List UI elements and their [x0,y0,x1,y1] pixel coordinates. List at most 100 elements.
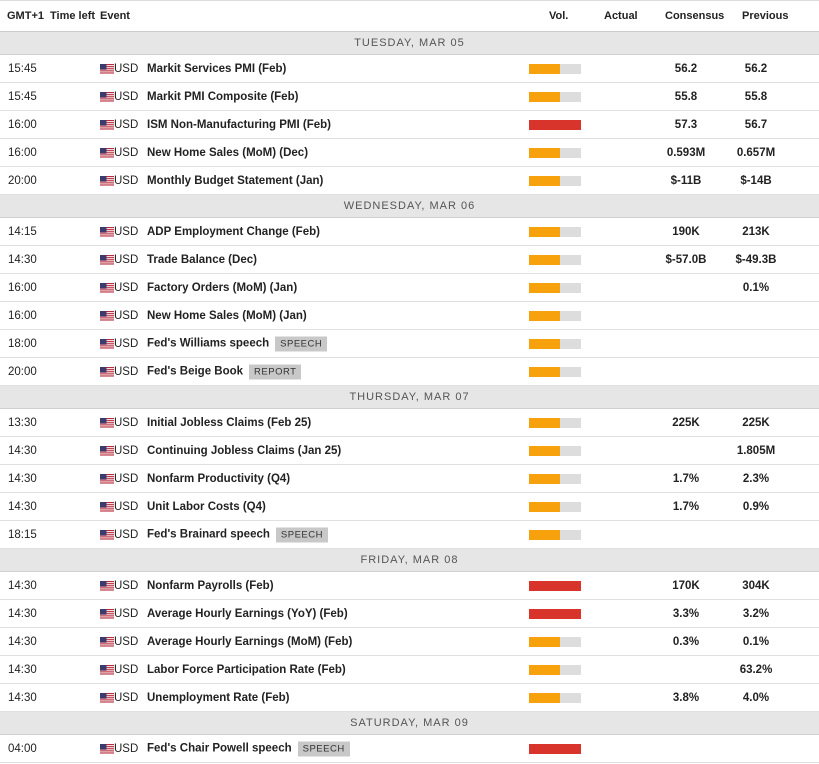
event-name: Fed's Beige Book [147,365,244,377]
flag [100,446,114,459]
volatility-level [529,502,561,512]
currency: USD [114,365,139,378]
day-header: THURSDAY, MAR 07 [0,386,819,409]
volatility [529,637,581,647]
volatility-level [529,665,561,675]
day-header: FRIDAY, MAR 08 [0,549,819,572]
consensus: $-11B [670,174,702,187]
flag [100,637,114,650]
flag [100,311,114,324]
event-name: Factory Orders (MoM) (Jan) [147,281,298,294]
volatility-level [529,744,581,754]
time: 20:00 [8,174,37,187]
volatility [529,581,581,591]
previous: $-14B [740,174,772,187]
time: 14:30 [8,691,37,704]
currency: USD [114,146,139,159]
currency: USD [114,174,139,187]
event-name: ADP Employment Change (Feb) [147,225,320,238]
event-row: 15:45 USD Markit PMI Composite (Feb) 55.8 55… [0,83,819,111]
time: 16:00 [8,309,37,322]
volatility [529,227,581,237]
col-header: GMT+1 [7,10,44,22]
col-header: Actual [604,10,638,22]
volatility-level [529,474,561,484]
volatility-level [529,637,561,647]
time: 16:00 [8,281,37,294]
currency: USD [114,253,139,266]
time: 16:00 [8,146,37,159]
previous: $-49.3B [735,253,777,266]
volatility [529,176,581,186]
previous: 2.3% [742,472,770,485]
flag [100,227,114,240]
event: Fed's Chair Powell speech SPEECH [147,741,350,756]
flag [100,283,114,296]
consensus: 190K [672,225,700,238]
time: 14:30 [8,253,37,266]
event-name: Markit PMI Composite (Feb) [147,90,299,103]
header: GMT+1 Time left Event Vol. Actual Consen… [0,0,819,32]
event: Fed's Beige Book REPORT [147,364,302,379]
tag: SPEECH [297,741,350,756]
volatility [529,665,581,675]
time: 13:30 [8,416,37,429]
volatility [529,693,581,703]
event-row: 14:30 USD Trade Balance (Dec) $-57.0B $-49.3… [0,246,819,274]
volatility-level [529,418,561,428]
time: 14:30 [8,635,37,648]
consensus: 0.3% [672,635,700,648]
previous: 0.1% [742,281,770,294]
time: 18:00 [8,337,37,350]
time: 14:15 [8,225,37,238]
event-name: Average Hourly Earnings (YoY) (Feb) [147,607,348,620]
time: 14:30 [8,500,37,513]
event-name: New Home Sales (MoM) (Dec) [147,146,309,159]
event-name: ISM Non-Manufacturing PMI (Feb) [147,118,331,131]
consensus: 56.2 [674,62,698,75]
day-header: WEDNESDAY, MAR 06 [0,195,819,218]
event-name: Initial Jobless Claims (Feb 25) [147,416,312,429]
event: Markit PMI Composite (Feb) [147,91,298,103]
previous: 0.1% [742,635,770,648]
volatility-level [529,255,561,265]
event-name: Average Hourly Earnings (MoM) (Feb) [147,635,353,648]
consensus: $-57.0B [665,253,707,266]
currency: USD [114,742,139,755]
col-header: Vol. [549,10,569,22]
consensus: 3.3% [672,607,700,620]
consensus: 1.7% [672,500,700,513]
flag [100,530,114,543]
currency: USD [114,118,139,131]
flag [100,339,114,352]
col-header: Previous [742,10,789,22]
event-name: Continuing Jobless Claims (Jan 25) [147,444,342,457]
event: ISM Non-Manufacturing PMI (Feb) [147,119,331,131]
flag [100,92,114,105]
consensus: 0.593M [666,146,706,159]
event: Continuing Jobless Claims (Jan 25) [147,445,341,457]
flag [100,255,114,268]
currency: USD [114,309,139,322]
previous: 213K [742,225,770,238]
previous: 304K [742,579,770,592]
volatility [529,64,581,74]
event-name: Nonfarm Productivity (Q4) [147,472,291,485]
time: 16:00 [8,118,37,131]
event-row: 04:00 USD Fed's Chair Powell speech SPEECH [0,735,819,763]
volatility-level [529,92,561,102]
flag [100,744,114,757]
event-row: 16:00 USD Factory Orders (MoM) (Jan) 0.1% [0,274,819,302]
day-header: TUESDAY, MAR 05 [0,32,819,55]
event-row: 14:30 USD Unemployment Rate (Feb) 3.8% 4.0% [0,684,819,712]
event-name: New Home Sales (MoM) (Jan) [147,309,307,322]
flag [100,665,114,678]
currency: USD [114,635,139,648]
event: Average Hourly Earnings (MoM) (Feb) [147,636,352,648]
event-row: 14:30 USD Continuing Jobless Claims (Jan 2… [0,437,819,465]
event-name: Monthly Budget Statement (Jan) [147,174,324,187]
volatility-level [529,176,561,186]
volatility-level [529,581,581,591]
volatility-level [529,339,561,349]
currency: USD [114,337,139,350]
